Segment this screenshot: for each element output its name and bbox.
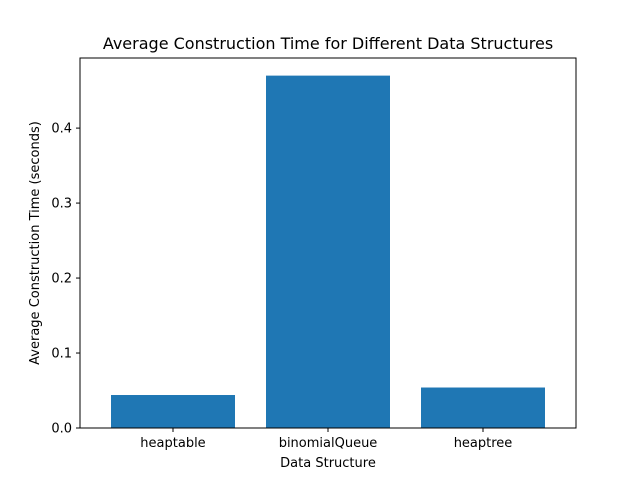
- y-axis-label: Average Construction Time (seconds): [28, 121, 43, 365]
- plot-frame: [79, 57, 577, 429]
- y-axis-ticks: 0.0 0.1 0.2 0.3 0.4: [51, 122, 80, 437]
- bars-group: [111, 75, 545, 428]
- x-tick-label-heaptable: heaptable: [140, 436, 205, 451]
- chart-title: Average Construction Time for Different …: [103, 34, 553, 53]
- y-tick-label: 0.3: [51, 197, 72, 212]
- bar-heaptree: [421, 387, 545, 428]
- y-tick-label: 0.1: [51, 347, 72, 362]
- x-axis-label: Data Structure: [280, 456, 376, 471]
- y-tick-label: 0.0: [51, 422, 72, 437]
- x-axis-ticks: heaptable binomialQueue heaptree: [140, 428, 512, 451]
- bar-binomialQueue: [266, 75, 390, 428]
- y-tick-label: 0.4: [51, 122, 72, 137]
- y-tick-label: 0.2: [51, 272, 72, 287]
- x-tick-label-binomialQueue: binomialQueue: [279, 436, 378, 451]
- bar-heaptable: [111, 395, 235, 428]
- x-tick-label-heaptree: heaptree: [454, 436, 513, 451]
